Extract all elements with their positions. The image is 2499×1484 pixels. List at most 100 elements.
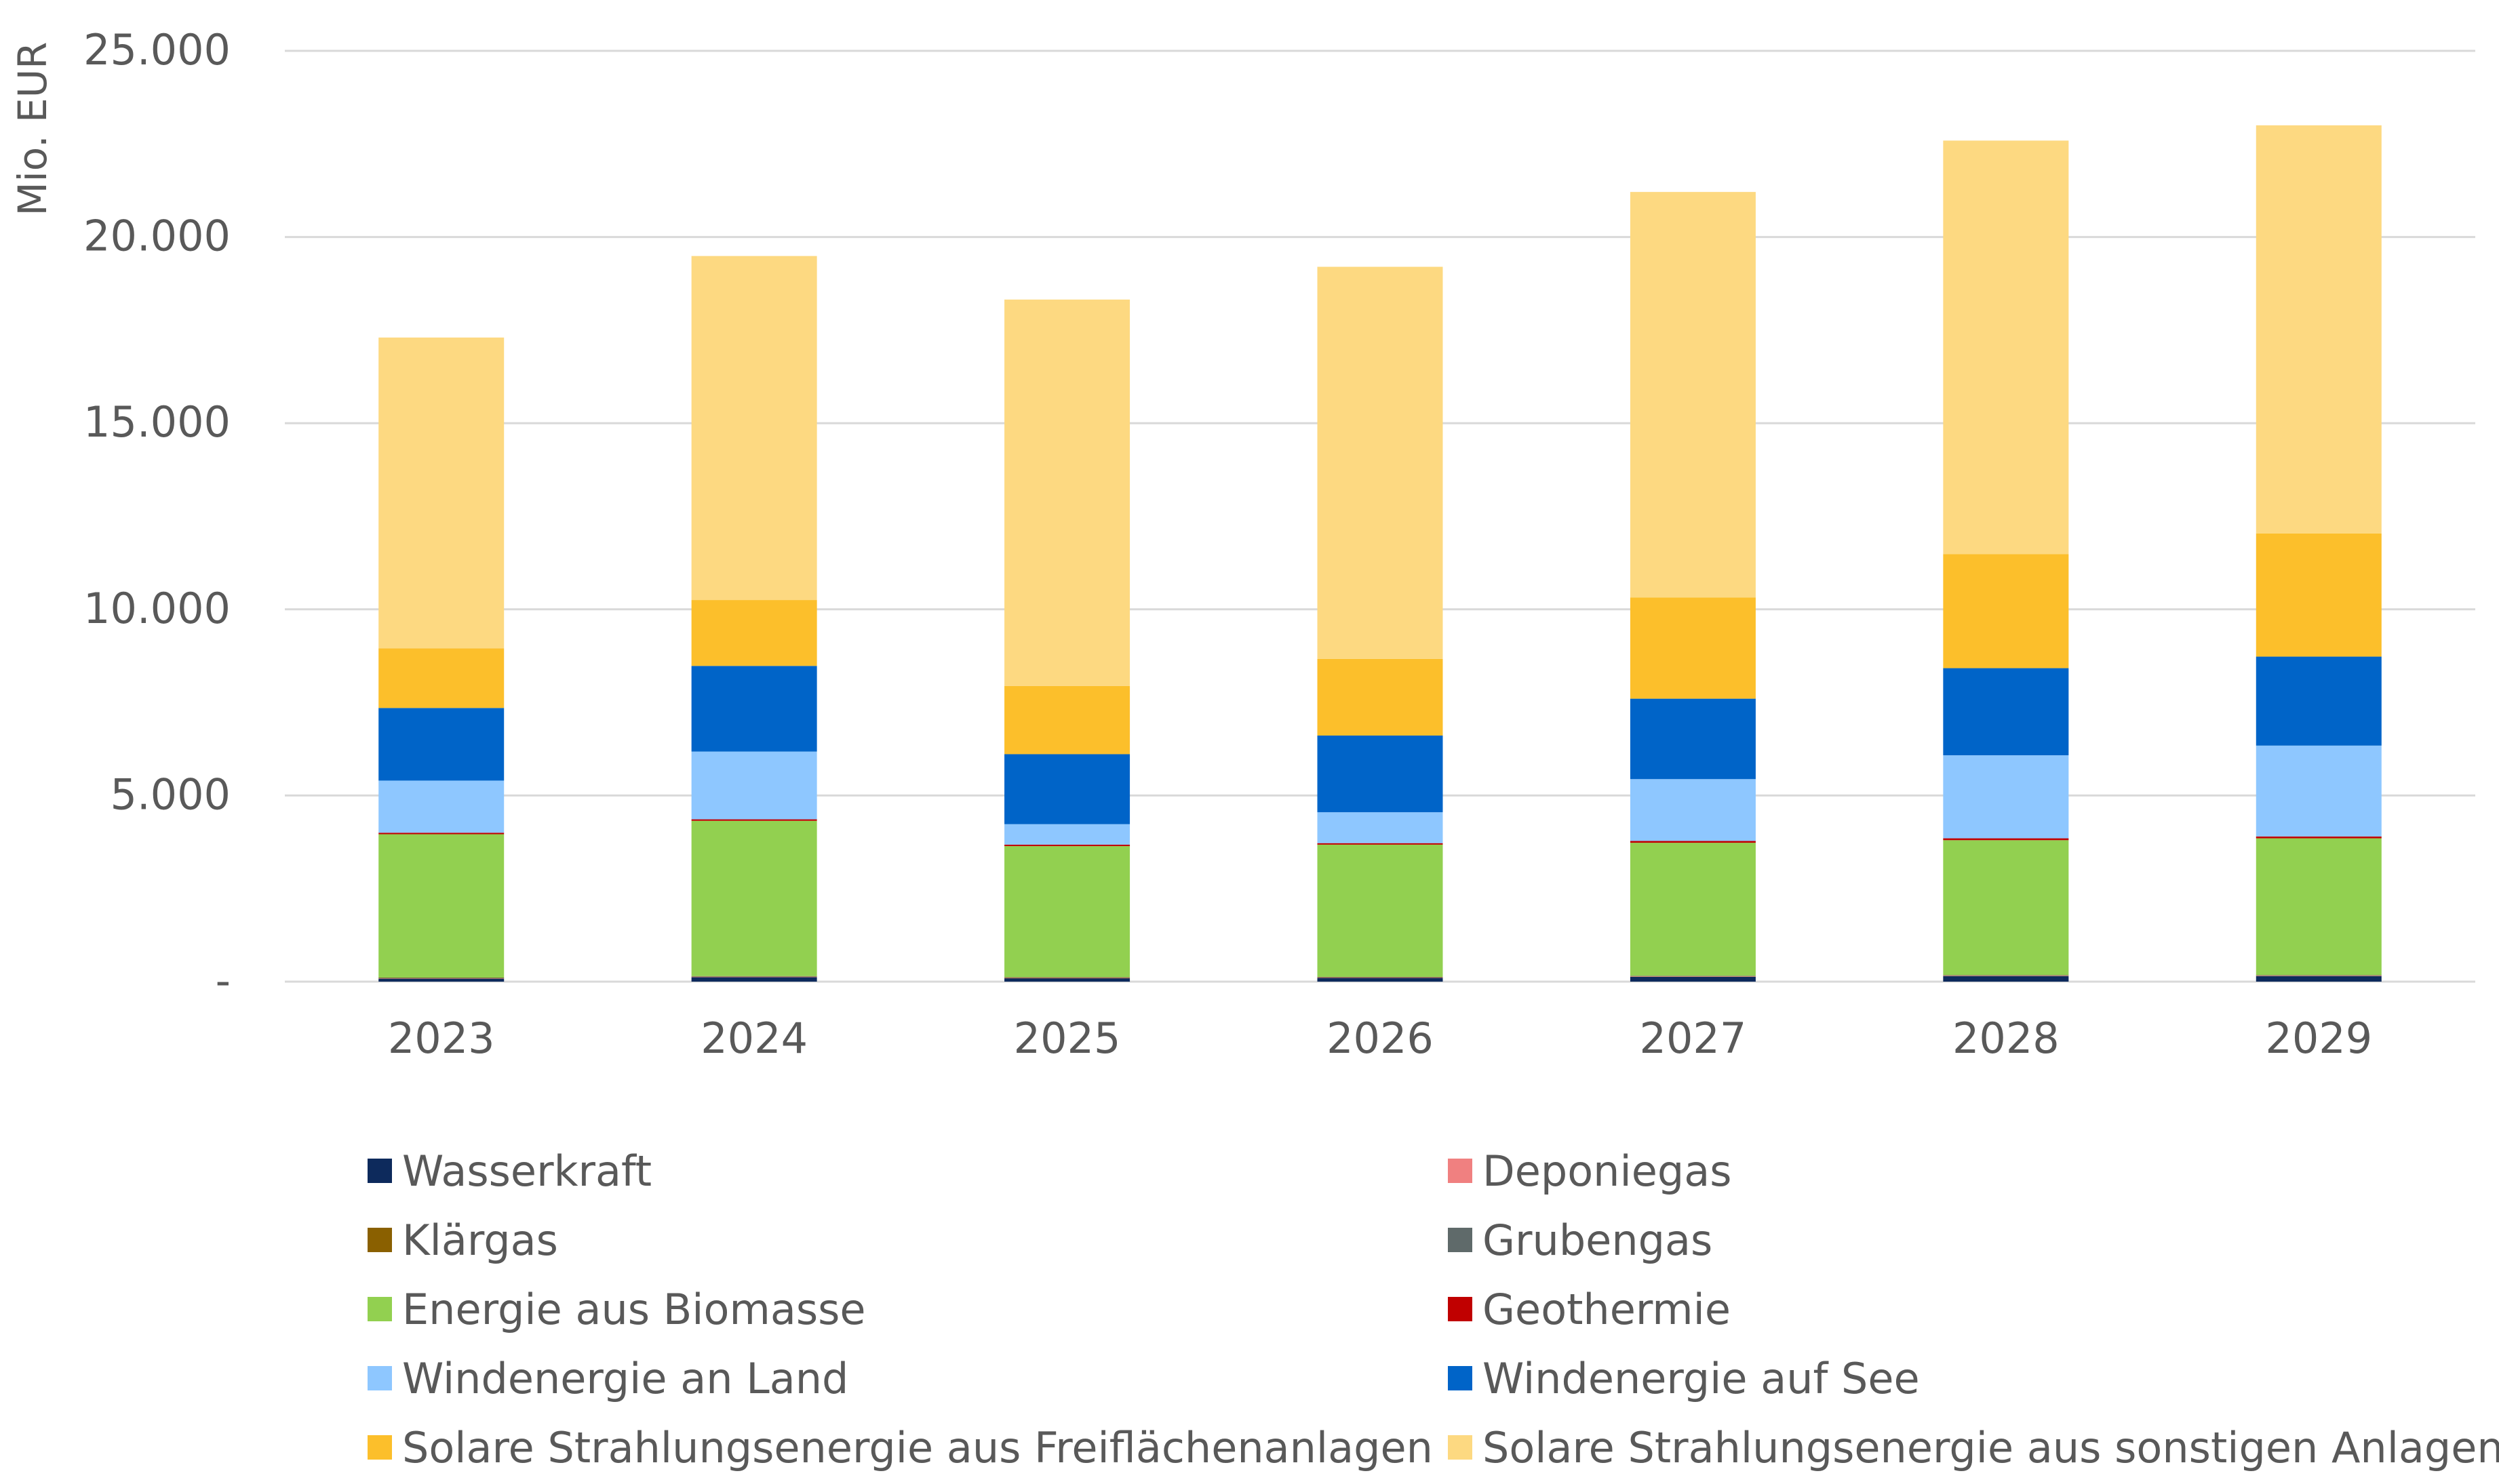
bar-segment xyxy=(691,666,817,752)
legend-item: Deponiegas xyxy=(1448,1146,1732,1196)
bar-segment xyxy=(1630,597,1756,699)
legend-label: Windenergie an Land xyxy=(402,1354,848,1403)
bar-segment xyxy=(1943,840,2069,976)
bar-segment xyxy=(1004,299,1130,686)
bar-segment xyxy=(1630,698,1756,780)
bar-segment xyxy=(1004,977,1130,978)
legend-swatch xyxy=(1448,1228,1472,1252)
legend-item: Wasserkraft xyxy=(368,1146,652,1196)
bar-segment xyxy=(1317,844,1443,977)
legend-item: Geothermie xyxy=(1448,1285,1731,1334)
bar-segment xyxy=(2256,745,2382,837)
bar-segment xyxy=(1317,735,1443,813)
bar-segment xyxy=(2256,125,2382,534)
x-tick-label: 2023 xyxy=(388,1014,495,1063)
legend-swatch xyxy=(368,1159,392,1183)
bar-segment xyxy=(1630,976,1756,977)
bar-segment xyxy=(1317,843,1443,845)
bar-segment xyxy=(1943,554,2069,668)
legend-label: Deponiegas xyxy=(1482,1146,1732,1196)
bar-segment xyxy=(1630,843,1756,976)
bar-segment xyxy=(691,600,817,666)
y-tick-label: 5.000 xyxy=(111,769,231,819)
legend-label: Klärgas xyxy=(402,1216,558,1265)
y-tick-label: - xyxy=(216,956,231,1005)
legend-swatch xyxy=(368,1228,392,1252)
y-tick-label: 25.000 xyxy=(83,25,231,75)
bar-segment xyxy=(1004,844,1130,847)
legend-swatch xyxy=(1448,1297,1472,1321)
y-tick-label: 20.000 xyxy=(83,212,231,261)
legend-label: Solare Strahlungsenergie aus sonstigen A… xyxy=(1482,1423,2499,1472)
legend-label: Energie aus Biomasse xyxy=(402,1285,866,1334)
x-tick-label: 2024 xyxy=(701,1014,808,1063)
legend-item: Solare Strahlungsenergie aus sonstigen A… xyxy=(1448,1423,2499,1472)
bar-segment xyxy=(691,256,817,601)
legend-label: Grubengas xyxy=(1482,1216,1712,1265)
bar-segment xyxy=(691,976,817,978)
bar-segment xyxy=(1943,975,2069,976)
bar-segment xyxy=(2256,533,2382,657)
bar-segment xyxy=(1630,192,1756,598)
bar-segment xyxy=(691,751,817,820)
y-tick-label: 10.000 xyxy=(83,584,231,633)
x-tick-label: 2028 xyxy=(1952,1014,2060,1063)
bar-segment xyxy=(1630,976,1756,982)
bar-segment xyxy=(1004,824,1130,845)
bar-segment xyxy=(378,833,505,835)
bar-segment xyxy=(2256,975,2382,976)
legend-item: Grubengas xyxy=(1448,1216,1712,1265)
bar-segment xyxy=(1004,846,1130,978)
legend-item: Solare Strahlungsenergie aus Freiflächen… xyxy=(368,1423,1433,1472)
legend-item: Windenergie auf See xyxy=(1448,1354,1920,1403)
y-tick-label: 15.000 xyxy=(83,397,231,447)
bar-segment xyxy=(378,978,505,979)
y-axis-title: Mio. EUR xyxy=(9,42,56,216)
legend-swatch xyxy=(368,1366,392,1390)
bar-segment xyxy=(1943,976,2069,982)
legend-item: Windenergie an Land xyxy=(368,1354,848,1403)
bar-segment xyxy=(2256,976,2382,982)
bar-segment xyxy=(1317,977,1443,978)
bar-segment xyxy=(1317,658,1443,736)
legend-swatch xyxy=(1448,1159,1472,1183)
legend-label: Wasserkraft xyxy=(402,1146,652,1196)
bar-segment xyxy=(1630,779,1756,841)
x-tick-label: 2025 xyxy=(1014,1014,1121,1063)
bar-segment xyxy=(691,977,817,982)
bar-segment xyxy=(1317,812,1443,843)
legend-item: Energie aus Biomasse xyxy=(368,1285,866,1334)
x-tick-label: 2026 xyxy=(1326,1014,1434,1063)
bar-segment xyxy=(1004,685,1130,755)
legend-label: Windenergie auf See xyxy=(1482,1354,1920,1403)
bar-segment xyxy=(1943,755,2069,839)
bar-segment xyxy=(1943,140,2069,555)
bar-segment xyxy=(1004,978,1130,982)
bar-segment xyxy=(1317,976,1443,978)
bar-segment xyxy=(378,708,505,781)
x-tick-label: 2029 xyxy=(2265,1014,2372,1063)
legend: Wasserkraft Deponiegas Klärgas Grubengas Ene… xyxy=(368,1146,2499,1472)
legend-item: Klärgas xyxy=(368,1216,558,1265)
bar-segment xyxy=(378,834,505,978)
bar-segment xyxy=(691,819,817,821)
bar-segment xyxy=(1004,754,1130,824)
bar-segment xyxy=(2256,838,2382,976)
bars xyxy=(378,125,2382,982)
bar-segment xyxy=(691,976,817,977)
bar-segment xyxy=(378,780,505,833)
x-tick-label: 2027 xyxy=(1640,1014,1747,1063)
bar-segment xyxy=(1004,978,1130,979)
bar-segment xyxy=(2256,656,2382,746)
bar-segment xyxy=(1630,976,1756,977)
bar-segment xyxy=(691,820,817,976)
bar-segment xyxy=(1317,266,1443,659)
legend-label: Geothermie xyxy=(1482,1285,1731,1334)
bar-segment xyxy=(1630,841,1756,843)
legend-swatch xyxy=(1448,1366,1472,1390)
legend-swatch xyxy=(1448,1435,1472,1460)
bar-segment xyxy=(378,648,505,708)
bar-segment xyxy=(2256,836,2382,839)
x-axis-tick-labels: 2023 2024 2025 2026 2027 2028 2029 xyxy=(388,1014,2372,1063)
